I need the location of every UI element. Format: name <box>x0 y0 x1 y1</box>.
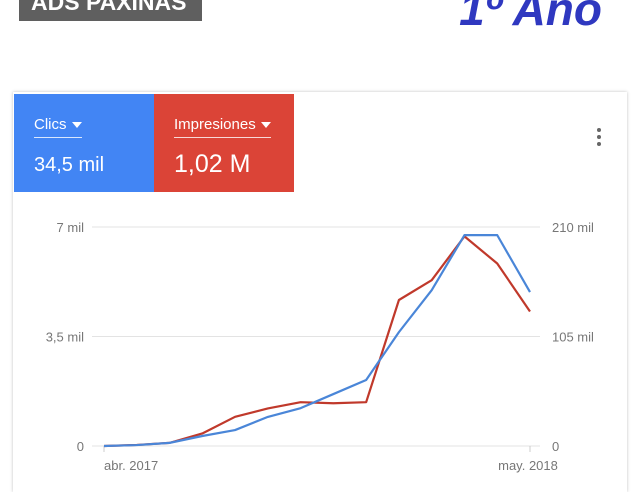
metric-label-wrap: Clics <box>34 116 82 138</box>
metric-impresiones-label: Impresiones <box>174 116 256 133</box>
metric-clics-tile[interactable]: Clics 34,5 mil <box>14 94 154 192</box>
metric-impresiones-value: 1,02 M <box>174 150 251 178</box>
x-axis-tick-label: abr. 2017 <box>104 458 158 473</box>
left-axis-tick-label: 3,5 mil <box>46 330 84 345</box>
x-axis-tick-label: may. 2018 <box>498 458 558 473</box>
line-chart: 0 0 3,5 mil 105 mil 7 mil 210 mil abr. 2017 may… <box>46 220 594 473</box>
metric-clics-value: 34,5 mil <box>34 154 105 176</box>
chart-card: Clics 34,5 mil Impresiones 1,02 M <box>13 92 627 492</box>
metric-clics-label: Clics <box>34 116 67 133</box>
left-axis-tick-label: 7 mil <box>57 220 85 235</box>
series-line-clics <box>103 234 531 448</box>
right-axis-tick-label: 0 <box>552 439 559 454</box>
ads-paxinas-badge: ADS PAXINAS <box>19 0 202 21</box>
dropdown-caret-icon <box>260 122 271 129</box>
right-axis-tick-label: 210 mil <box>552 220 594 235</box>
left-axis-tick-label: 0 <box>77 439 84 454</box>
right-axis-tick-label: 105 mil <box>552 330 594 345</box>
more-options-icon[interactable] <box>597 128 601 149</box>
metric-impresiones-tile[interactable]: Impresiones 1,02 M <box>154 94 294 192</box>
series-line-impresiones <box>103 235 531 448</box>
metric-label-wrap: Impresiones <box>174 116 271 138</box>
dropdown-caret-icon <box>71 122 82 129</box>
year-title: 1º Ano <box>459 0 602 35</box>
